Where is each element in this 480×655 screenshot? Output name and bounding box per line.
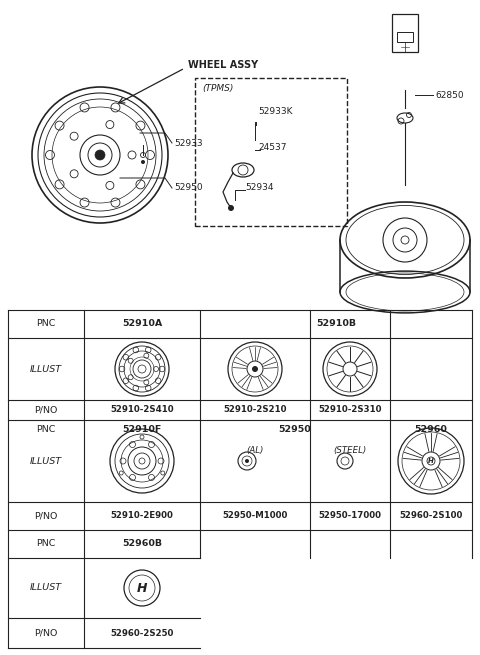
Text: (STEEL): (STEEL) — [334, 445, 367, 455]
Text: P/NO: P/NO — [34, 405, 58, 415]
Text: 52910F: 52910F — [122, 424, 162, 434]
Text: P/NO: P/NO — [34, 629, 58, 637]
Text: 24537: 24537 — [258, 143, 287, 153]
Bar — [392, 14, 418, 52]
Text: (AL): (AL) — [246, 445, 264, 455]
Text: PNC: PNC — [36, 540, 56, 548]
Text: 52910B: 52910B — [316, 320, 356, 329]
Circle shape — [228, 205, 234, 211]
Text: 52910-2S210: 52910-2S210 — [223, 405, 287, 415]
Text: 52960B: 52960B — [122, 540, 162, 548]
Text: 52910-2S410: 52910-2S410 — [110, 405, 174, 415]
Text: ILLUST: ILLUST — [30, 364, 62, 373]
Circle shape — [95, 150, 105, 160]
Text: H: H — [137, 582, 147, 595]
Text: PNC: PNC — [36, 424, 56, 434]
Circle shape — [245, 459, 249, 463]
Text: 52934: 52934 — [245, 183, 274, 193]
Text: 52933K: 52933K — [258, 107, 292, 117]
Text: H: H — [428, 458, 434, 464]
Text: 52910-2E900: 52910-2E900 — [110, 512, 173, 521]
Text: ILLUST: ILLUST — [30, 457, 62, 466]
Text: 52950-17000: 52950-17000 — [319, 512, 382, 521]
Bar — [397, 32, 413, 42]
Text: 52933: 52933 — [174, 138, 203, 147]
Text: 52950: 52950 — [278, 424, 312, 434]
Text: PNC: PNC — [36, 320, 56, 329]
Text: 52910A: 52910A — [122, 320, 162, 329]
Text: 52910-2S310: 52910-2S310 — [318, 405, 382, 415]
Text: 62850: 62850 — [435, 90, 464, 100]
Text: ILLUST: ILLUST — [30, 584, 62, 593]
Text: 52960-2S250: 52960-2S250 — [110, 629, 174, 637]
Text: (TPMS): (TPMS) — [202, 84, 233, 93]
Text: 52960: 52960 — [415, 424, 447, 434]
Circle shape — [252, 366, 258, 372]
Circle shape — [141, 160, 145, 164]
Text: 52950: 52950 — [174, 183, 203, 193]
Text: WHEEL ASSY: WHEEL ASSY — [188, 60, 258, 70]
Text: 52960-2S100: 52960-2S100 — [399, 512, 463, 521]
Text: 52950-M1000: 52950-M1000 — [222, 512, 288, 521]
Text: P/NO: P/NO — [34, 512, 58, 521]
